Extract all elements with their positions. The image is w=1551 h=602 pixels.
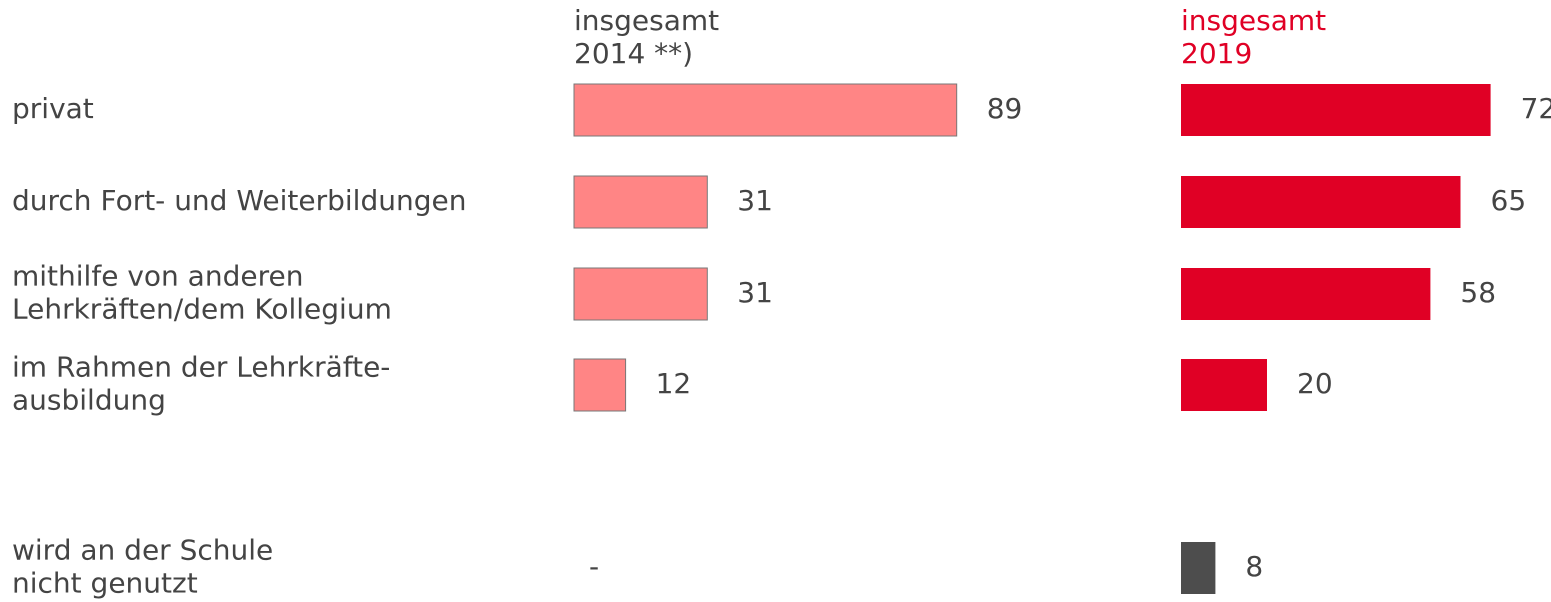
category-label: wird an der Schule bbox=[12, 534, 273, 567]
value-label: 65 bbox=[1491, 184, 1527, 217]
series-header: 2019 bbox=[1181, 37, 1252, 70]
value-label: 12 bbox=[656, 367, 692, 400]
bar bbox=[573, 358, 627, 412]
category-label: ausbildung bbox=[12, 384, 166, 417]
category-label: durch Fort- und Weiterbildungen bbox=[12, 184, 466, 217]
value-label: 31 bbox=[737, 276, 773, 309]
category-label: Lehrkräften/dem Kollegium bbox=[12, 293, 392, 326]
bar bbox=[1181, 359, 1267, 411]
category-label: privat bbox=[12, 92, 94, 125]
series-header: 2014 **) bbox=[574, 37, 693, 70]
bar bbox=[573, 267, 708, 321]
value-label: 31 bbox=[737, 184, 773, 217]
value-label: 58 bbox=[1460, 276, 1496, 309]
category-label: im Rahmen der Lehrkräfte- bbox=[12, 351, 390, 384]
value-label: 20 bbox=[1297, 367, 1333, 400]
value-label: 72 bbox=[1521, 92, 1551, 125]
bar bbox=[1181, 268, 1431, 320]
bar bbox=[1181, 542, 1216, 594]
category-label: mithilfe von anderen bbox=[12, 260, 303, 293]
value-label: 89 bbox=[987, 92, 1023, 125]
category-label: nicht genutzt bbox=[12, 567, 198, 600]
bar bbox=[573, 175, 708, 229]
series-header: insgesamt bbox=[574, 4, 719, 37]
value-label: 8 bbox=[1245, 550, 1263, 583]
bar bbox=[1181, 84, 1491, 136]
value-label: - bbox=[589, 550, 599, 583]
bar bbox=[573, 83, 958, 137]
series-header: insgesamt bbox=[1181, 4, 1326, 37]
bar bbox=[1181, 176, 1461, 228]
